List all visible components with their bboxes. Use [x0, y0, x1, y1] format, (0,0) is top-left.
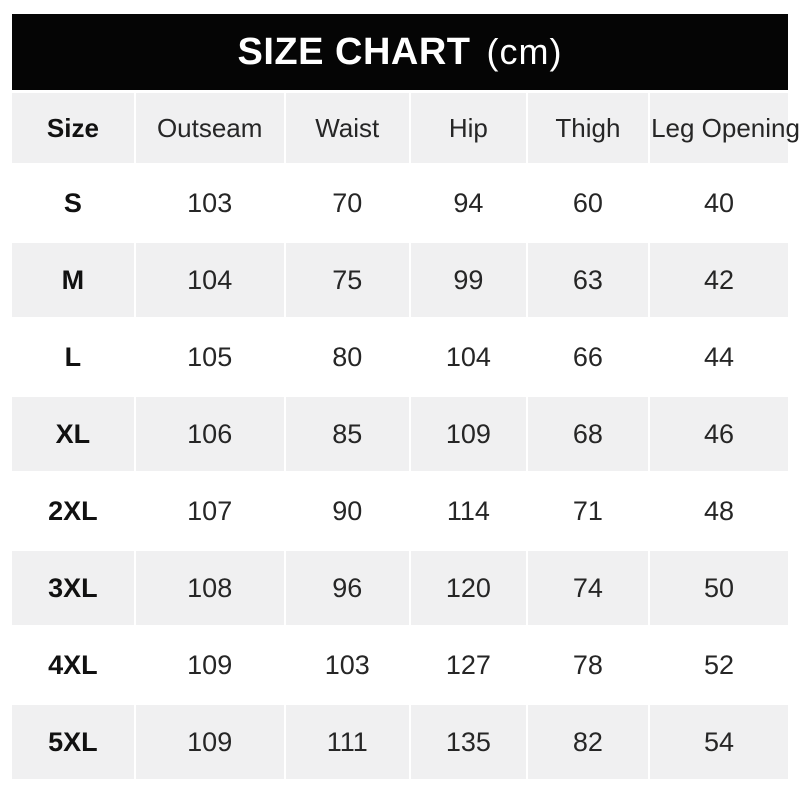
measurement-cell: 96 — [285, 551, 409, 625]
measurement-cell: 120 — [410, 551, 526, 625]
measurement-cell: 44 — [650, 320, 788, 394]
size-label-cell: XL — [12, 397, 134, 471]
measurement-cell: 107 — [135, 474, 284, 548]
header-cell-waist: Waist — [285, 93, 409, 163]
header-cell-size: Size — [12, 93, 134, 163]
measurement-cell: 103 — [135, 166, 284, 240]
measurement-cell: 78 — [527, 628, 649, 702]
measurement-cell: 99 — [410, 243, 526, 317]
measurement-cell: 94 — [410, 166, 526, 240]
table-row: 4XL 109 103 127 78 52 — [12, 628, 788, 702]
size-label-cell: L — [12, 320, 134, 394]
measurement-cell: 60 — [527, 166, 649, 240]
size-label-cell: 3XL — [12, 551, 134, 625]
unit-label: (cm) — [486, 31, 563, 72]
table-body: S 103 70 94 60 40 M 104 75 99 63 42 L 105 80 104 66 44 XL 1… — [12, 166, 788, 779]
table-header: Size Outseam Waist Hip Thigh Leg Opening — [12, 93, 800, 163]
table-row: 5XL 109 111 135 82 54 — [12, 705, 788, 779]
measurement-cell: 106 — [135, 397, 284, 471]
measurement-cell: 135 — [410, 705, 526, 779]
measurement-cell: 52 — [650, 628, 788, 702]
header-cell-thigh: Thigh — [527, 93, 649, 163]
measurement-cell: 127 — [410, 628, 526, 702]
measurement-cell: 70 — [285, 166, 409, 240]
measurement-cell: 50 — [650, 551, 788, 625]
header-cell-hip: Hip — [410, 93, 526, 163]
page-title: SIZE CHART — [237, 30, 471, 73]
size-label-cell: 5XL — [12, 705, 134, 779]
measurement-cell: 74 — [527, 551, 649, 625]
measurement-cell: 104 — [410, 320, 526, 394]
measurement-cell: 71 — [527, 474, 649, 548]
measurement-cell: 111 — [285, 705, 409, 779]
measurement-cell: 109 — [410, 397, 526, 471]
measurement-cell: 63 — [527, 243, 649, 317]
measurement-cell: 90 — [285, 474, 409, 548]
table-row: L 105 80 104 66 44 — [12, 320, 788, 394]
measurement-cell: 40 — [650, 166, 788, 240]
measurement-cell: 103 — [285, 628, 409, 702]
measurement-cell: 105 — [135, 320, 284, 394]
header-cell-outseam: Outseam — [135, 93, 284, 163]
size-label-cell: M — [12, 243, 134, 317]
measurement-cell: 109 — [135, 705, 284, 779]
measurement-cell: 48 — [650, 474, 788, 548]
table-row: 3XL 108 96 120 74 50 — [12, 551, 788, 625]
measurement-cell: 82 — [527, 705, 649, 779]
measurement-cell: 80 — [285, 320, 409, 394]
size-label-cell: 4XL — [12, 628, 134, 702]
table-row: M 104 75 99 63 42 — [12, 243, 788, 317]
measurement-cell: 104 — [135, 243, 284, 317]
measurement-cell: 66 — [527, 320, 649, 394]
measurement-cell: 114 — [410, 474, 526, 548]
size-label-cell: 2XL — [12, 474, 134, 548]
measurement-cell: 46 — [650, 397, 788, 471]
table-row: 2XL 107 90 114 71 48 — [12, 474, 788, 548]
measurement-cell: 54 — [650, 705, 788, 779]
measurement-cell: 109 — [135, 628, 284, 702]
measurement-cell: 75 — [285, 243, 409, 317]
header-row: Size Outseam Waist Hip Thigh Leg Opening — [12, 93, 800, 163]
table-row: S 103 70 94 60 40 — [12, 166, 788, 240]
measurement-cell: 108 — [135, 551, 284, 625]
size-label-cell: S — [12, 166, 134, 240]
measurement-cell: 85 — [285, 397, 409, 471]
title-bar: SIZE CHART (cm) — [12, 14, 788, 90]
measurement-cell: 42 — [650, 243, 788, 317]
size-chart-table: Size Outseam Waist Hip Thigh Leg Opening S 103… — [10, 90, 800, 782]
header-cell-leg-opening: Leg Opening — [650, 93, 800, 163]
table-row: XL 106 85 109 68 46 — [12, 397, 788, 471]
measurement-cell: 68 — [527, 397, 649, 471]
